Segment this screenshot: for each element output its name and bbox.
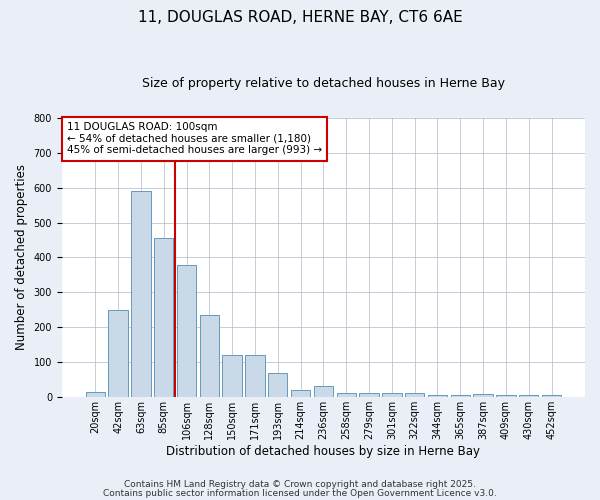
Bar [154, 238, 173, 397]
Bar [428, 395, 447, 397]
Bar [177, 265, 196, 397]
X-axis label: Distribution of detached houses by size in Herne Bay: Distribution of detached houses by size … [166, 444, 481, 458]
Title: Size of property relative to detached houses in Herne Bay: Size of property relative to detached ho… [142, 78, 505, 90]
Bar [200, 315, 219, 397]
Bar [223, 355, 242, 397]
Bar [86, 392, 105, 397]
Bar [473, 394, 493, 397]
Bar [337, 392, 356, 397]
Bar [131, 191, 151, 397]
Bar [291, 390, 310, 397]
Text: Contains public sector information licensed under the Open Government Licence v3: Contains public sector information licen… [103, 488, 497, 498]
Y-axis label: Number of detached properties: Number of detached properties [15, 164, 28, 350]
Bar [245, 355, 265, 397]
Bar [382, 394, 401, 397]
Bar [109, 310, 128, 397]
Bar [268, 373, 287, 397]
Text: 11, DOUGLAS ROAD, HERNE BAY, CT6 6AE: 11, DOUGLAS ROAD, HERNE BAY, CT6 6AE [137, 10, 463, 25]
Bar [359, 392, 379, 397]
Bar [314, 386, 333, 397]
Bar [542, 395, 561, 397]
Text: 11 DOUGLAS ROAD: 100sqm
← 54% of detached houses are smaller (1,180)
45% of semi: 11 DOUGLAS ROAD: 100sqm ← 54% of detache… [67, 122, 322, 156]
Bar [451, 395, 470, 397]
Bar [496, 395, 515, 397]
Text: Contains HM Land Registry data © Crown copyright and database right 2025.: Contains HM Land Registry data © Crown c… [124, 480, 476, 489]
Bar [405, 394, 424, 397]
Bar [519, 395, 538, 397]
